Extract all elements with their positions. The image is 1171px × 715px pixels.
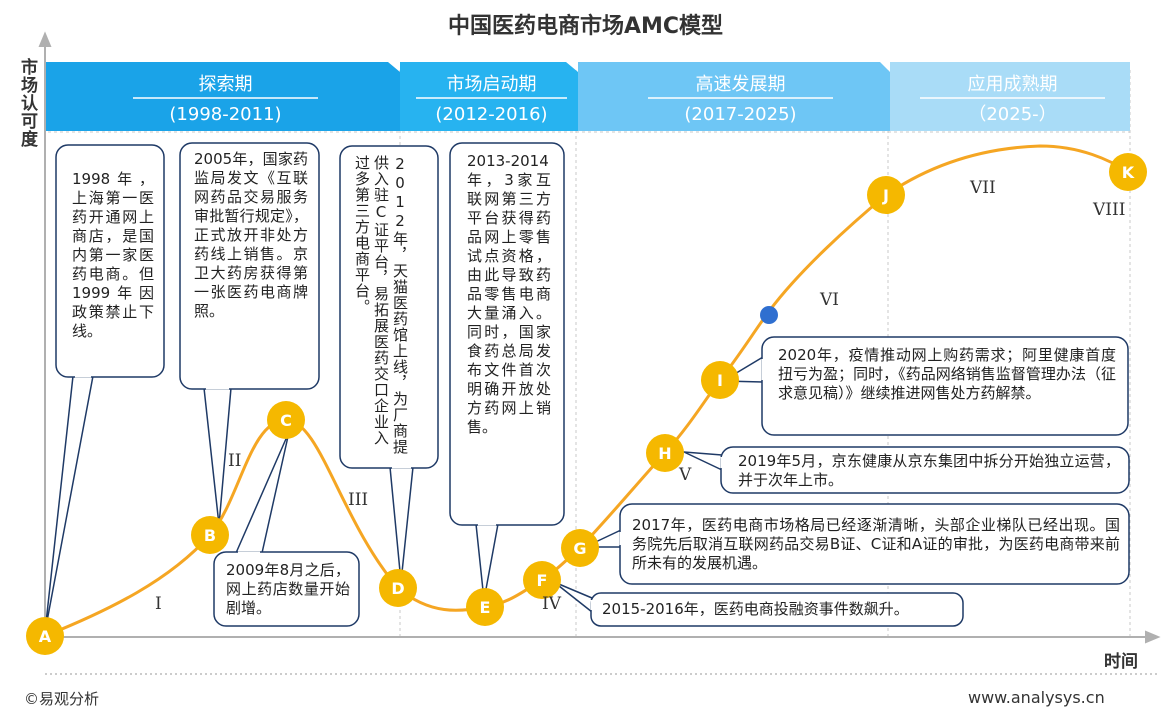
curve-point-b: B xyxy=(191,516,229,554)
curve-point-i: I xyxy=(701,361,739,399)
curve-point-label: B xyxy=(204,526,216,545)
curve-point-label: G xyxy=(573,539,586,558)
stage-numeral-3: III xyxy=(348,490,369,510)
curve-point-label: H xyxy=(658,444,671,463)
x-axis-arrow xyxy=(1145,630,1161,644)
phase-name-4: 应用成熟期 xyxy=(967,74,1058,95)
stage-numeral-4: IV xyxy=(542,594,561,614)
website-label: www.analysys.cn xyxy=(968,688,1105,707)
callout-box-2020 xyxy=(761,336,1129,436)
callout-pointer-2009 xyxy=(235,431,290,554)
callout-box-2019 xyxy=(720,446,1130,494)
callout-box-1998 xyxy=(55,144,165,378)
blue-dot-marker xyxy=(760,306,778,324)
phase-banner-2 xyxy=(400,62,578,131)
copyright-label: ©易观分析 xyxy=(24,690,100,708)
callout-2005: 2005年，国家药监局发文《互联网药品交易服务审批暂行规定》，正式放开非处方药线… xyxy=(194,150,308,320)
stage-numeral-6: VI xyxy=(820,290,839,310)
curve-point-h: H xyxy=(646,434,684,472)
phase-years-4: （2025-） xyxy=(968,104,1057,125)
phase-banner-4 xyxy=(890,62,1130,131)
phase-name-1: 探索期 xyxy=(198,74,253,95)
curve-point-a: A xyxy=(26,617,64,655)
phase-banner-3 xyxy=(578,62,890,131)
callout-box-2005 xyxy=(179,142,320,390)
callout-2013: 2013-2014年，3家互联网第三方平台获得药品网上零售试点资格，由此导致药品… xyxy=(467,152,551,436)
curve-point-label: K xyxy=(1122,163,1135,182)
phase-name-2: 市场启动期 xyxy=(446,74,537,95)
stage-numeral-8: VIII xyxy=(1093,200,1126,220)
callout-pointer-2012 xyxy=(389,466,414,583)
phase-years-3: (2017-2025) xyxy=(684,104,797,125)
callout-2019: 2019年5月，京东健康从京东集团中拆分开始独立运营，并于次年上市。 xyxy=(738,452,1120,489)
curve-point-d: D xyxy=(379,569,417,607)
y-axis-label: 市场认可度 xyxy=(17,58,37,148)
phase-banner-1 xyxy=(46,62,400,131)
curve-point-k: K xyxy=(1109,153,1147,191)
phase-years-2: (2012-2016) xyxy=(435,104,548,125)
callout-2017: 2017年，医药电商市场格局已经逐渐清晰，头部企业梯队已经出现。国务院先后取消互… xyxy=(632,516,1120,572)
stage-numeral-1: I xyxy=(155,594,162,614)
stage-numeral-5: V xyxy=(679,465,692,485)
callout-2012: 2012年，天猫医药馆上线，为厂商提供入驻C证平台，易拓展医药交口企业入过多第三… xyxy=(353,155,409,455)
callout-box-2012 xyxy=(339,145,439,469)
callout-2015: 2015-2016年，医药电商投融资事件数飙升。 xyxy=(602,600,909,618)
curve-point-label: I xyxy=(717,371,723,390)
stage-numeral-2: II xyxy=(228,451,242,471)
curve-point-f: F xyxy=(523,561,561,599)
curve-point-label: A xyxy=(39,627,52,646)
stage-numeral-7: VII xyxy=(970,178,996,198)
curve-point-c: C xyxy=(267,401,305,439)
callout-2009: 2009年8月之后，网上药店数量开始剧增。 xyxy=(226,561,350,617)
curve-point-label: J xyxy=(882,186,889,205)
y-axis-arrow xyxy=(38,31,52,47)
curve-point-label: E xyxy=(480,598,491,617)
curve-point-label: F xyxy=(537,571,548,590)
callout-box-2013 xyxy=(449,142,565,526)
phase-name-3: 高速发展期 xyxy=(695,74,786,95)
curve-point-e: E xyxy=(466,588,504,626)
callout-2020: 2020年，疫情推动网上购药需求；阿里健康首度扭亏为盈；同时，《药品网络销售监督… xyxy=(778,346,1116,402)
callout-pointer-2019 xyxy=(683,451,723,471)
callout-1998: 1998年，上海第一医药开通网上商店，是国内第一家医药电商。但1999年因政策禁… xyxy=(72,170,154,340)
curve-point-label: C xyxy=(280,411,292,430)
curve-point-label: D xyxy=(391,579,404,598)
chart-title: 中国医药电商市场AMC模型 xyxy=(447,14,724,39)
curve-point-j: J xyxy=(867,176,905,214)
phase-years-1: (1998-2011) xyxy=(169,104,282,125)
curve-point-g: G xyxy=(561,529,599,567)
x-axis-label: 时间 xyxy=(1104,652,1138,672)
callout-box-2009 xyxy=(213,551,360,627)
callout-pointer-1998 xyxy=(44,375,94,633)
